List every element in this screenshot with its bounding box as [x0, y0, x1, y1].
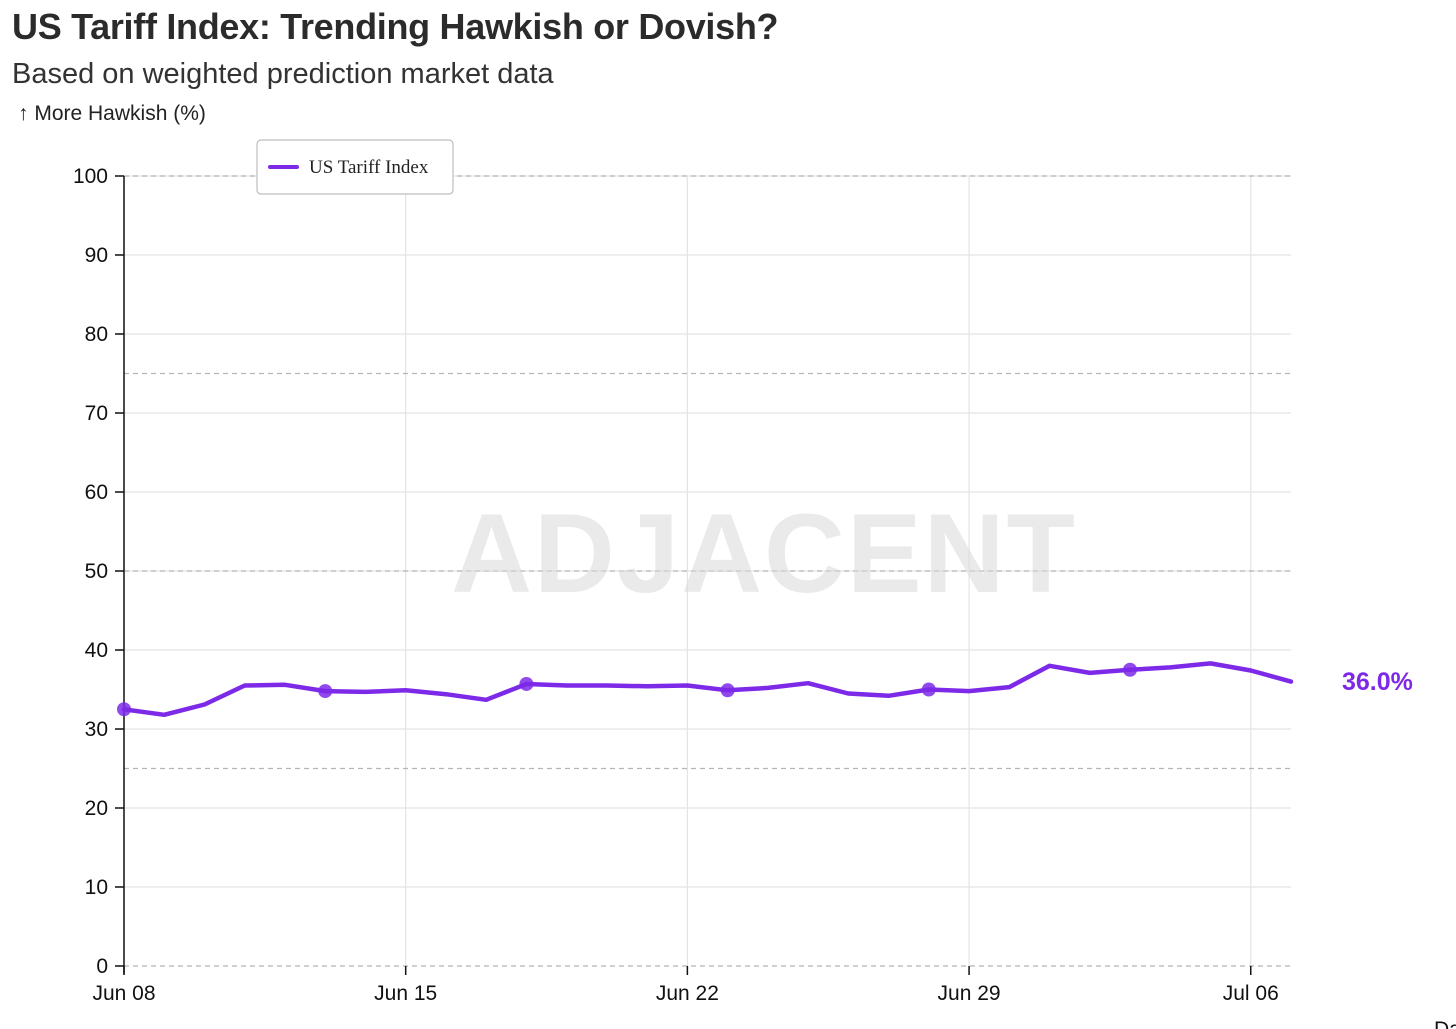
chart-title: US Tariff Index: Trending Hawkish or Dov… — [12, 6, 779, 47]
data-point — [1123, 662, 1138, 677]
y-axis-label: ↑ More Hawkish (%) — [18, 102, 206, 125]
data-point — [921, 682, 936, 697]
y-tick-label: 80 — [85, 323, 108, 346]
y-tick-label: 50 — [85, 560, 108, 583]
x-axis-label: Date — [1434, 1018, 1456, 1029]
axes: 0 10 20 30 40 50 60 70 80 90 100 Jun 08 Jun 15 Jun 22… — [73, 165, 1279, 1005]
y-tick-label: 20 — [85, 797, 108, 820]
series-line — [121, 661, 1294, 718]
grid-layer — [124, 175, 1291, 967]
last-value-label: 36.0% — [1342, 668, 1413, 696]
legend[interactable]: US Tariff Index — [256, 139, 454, 195]
x-tick-label: Jul 06 — [1223, 982, 1279, 1005]
y-tick-label: 60 — [85, 481, 108, 504]
y-tick-label: 10 — [85, 876, 108, 899]
y-tick-label: 0 — [96, 955, 108, 978]
data-point — [720, 683, 735, 698]
legend-box — [256, 139, 454, 195]
chart-subtitle: Based on weighted prediction market data — [12, 58, 554, 90]
data-point — [117, 702, 131, 717]
watermark: ADJACENT — [451, 491, 1077, 616]
y-tick-label: 100 — [73, 165, 108, 188]
legend-label: US Tariff Index — [309, 157, 429, 178]
x-tick-label: Jun 22 — [656, 982, 719, 1005]
y-tick-label: 70 — [85, 402, 108, 425]
y-tick-label: 30 — [85, 718, 108, 741]
x-tick-label: Jun 29 — [938, 982, 1001, 1005]
y-tick-label: 40 — [85, 639, 108, 662]
data-point — [519, 676, 534, 691]
data-point — [318, 684, 333, 699]
series-layer — [117, 661, 1294, 718]
x-tick-label: Jun 08 — [92, 982, 155, 1005]
y-tick-label: 90 — [85, 244, 108, 267]
x-tick-label: Jun 15 — [374, 982, 437, 1005]
